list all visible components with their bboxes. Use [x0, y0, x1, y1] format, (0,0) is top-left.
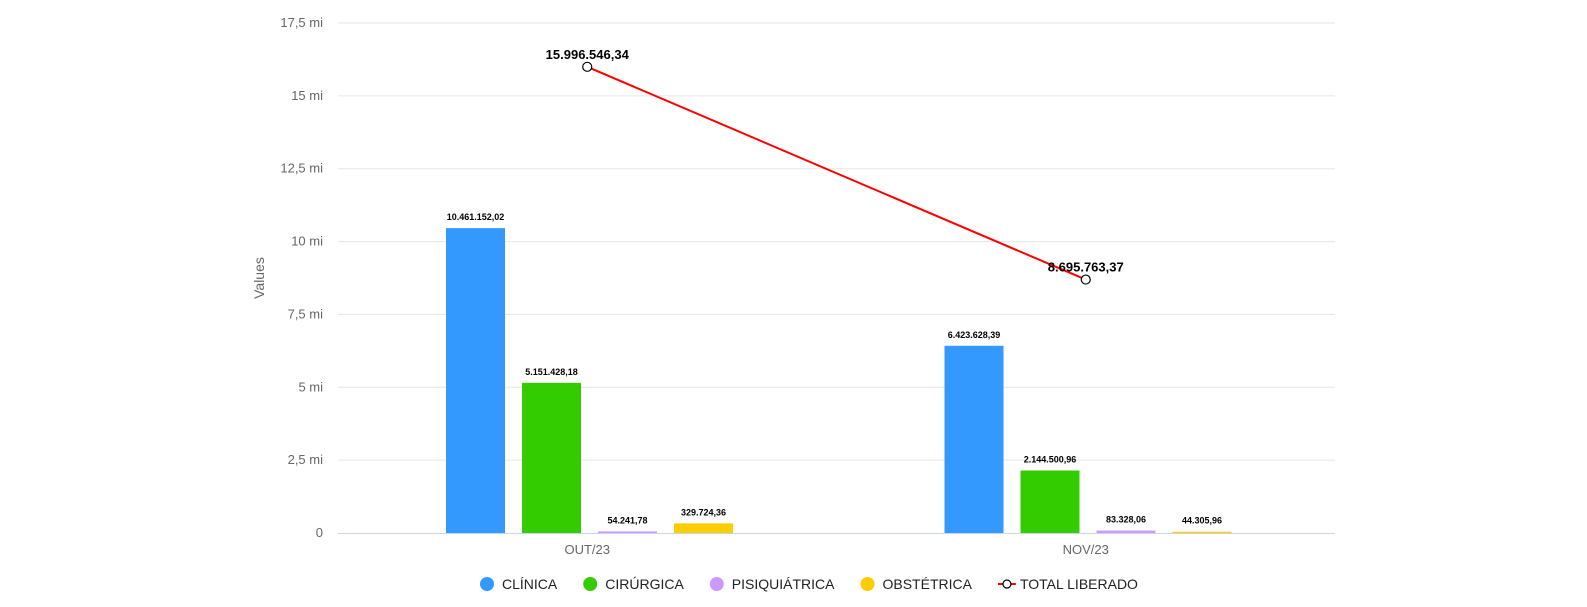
legend-marker [1002, 579, 1012, 589]
bar-data-label: 54.241,78 [607, 515, 647, 525]
y-axis: 0 2,5 mi 5 mi 7,5 mi 10 mi 12,5 mi 15 mi 17,5 m… [251, 15, 323, 540]
bar [598, 531, 657, 533]
data-labels: 10.461.152,02 5.151.428,18 54.241,78 329.72… [447, 47, 1222, 526]
legend-swatch [709, 577, 724, 591]
line-data-label: 15.996.546,34 [546, 47, 630, 62]
legend-item: CIRÚRGICA [583, 576, 684, 592]
total-line [586, 65, 1087, 281]
bar-data-label: 2.144.500,96 [1024, 455, 1077, 465]
bar [522, 382, 581, 533]
bar [1172, 531, 1232, 533]
legend: CLÍNICA CIRÚRGICA PISIQUIÁTRICA OBSTÉTRICA T… [480, 576, 1138, 592]
legend-swatch [860, 577, 875, 591]
bar [446, 228, 505, 533]
line-series [582, 61, 1091, 285]
bar-data-label: 6.423.628,39 [948, 330, 1001, 340]
legend-label: CLÍNICA [502, 576, 558, 592]
x-axis: OUT/23 NOV/23 [338, 533, 1335, 557]
bar-data-label: 83.328,06 [1106, 515, 1146, 525]
line-data-label: 8.695.763,37 [1048, 260, 1124, 275]
legend-item: CLÍNICA [480, 576, 558, 592]
legend-label: PISIQUIÁTRICA [732, 576, 835, 592]
legend-swatch [583, 577, 598, 591]
legend-item: PISIQUIÁTRICA [709, 576, 835, 592]
y-tick-label: 12,5 mi [280, 161, 323, 176]
line-marker [1080, 274, 1091, 285]
line-marker [582, 61, 593, 72]
y-tick-label: 2,5 mi [288, 452, 324, 467]
y-tick-label: 7,5 mi [288, 306, 324, 321]
y-tick-label: 15 mi [291, 88, 323, 103]
legend-label: CIRÚRGICA [605, 576, 684, 592]
bar [1020, 470, 1080, 533]
legend-item: TOTAL LIBERADO [997, 576, 1138, 592]
y-tick-label: 17,5 mi [280, 15, 323, 30]
bar [1096, 530, 1156, 533]
y-tick-label: 0 [316, 525, 323, 540]
y-axis-title: Values [251, 257, 267, 299]
legend-label: OBSTÉTRICA [882, 576, 972, 592]
bar-data-label: 10.461.152,02 [447, 212, 505, 222]
bar-series [446, 228, 1232, 533]
bar-data-label: 44.305,96 [1182, 516, 1222, 526]
legend-swatch [480, 577, 494, 591]
bar-data-label: 329.724,36 [681, 507, 726, 517]
bar [674, 523, 733, 533]
y-tick-label: 5 mi [298, 379, 323, 394]
legend-label: TOTAL LIBERADO [1020, 576, 1138, 592]
bar [944, 345, 1004, 533]
x-category-label: OUT/23 [564, 542, 610, 557]
x-category-label: NOV/23 [1063, 542, 1109, 557]
legend-item: OBSTÉTRICA [860, 576, 973, 592]
y-tick-label: 10 mi [291, 234, 323, 249]
bar-data-label: 5.151.428,18 [525, 367, 578, 377]
